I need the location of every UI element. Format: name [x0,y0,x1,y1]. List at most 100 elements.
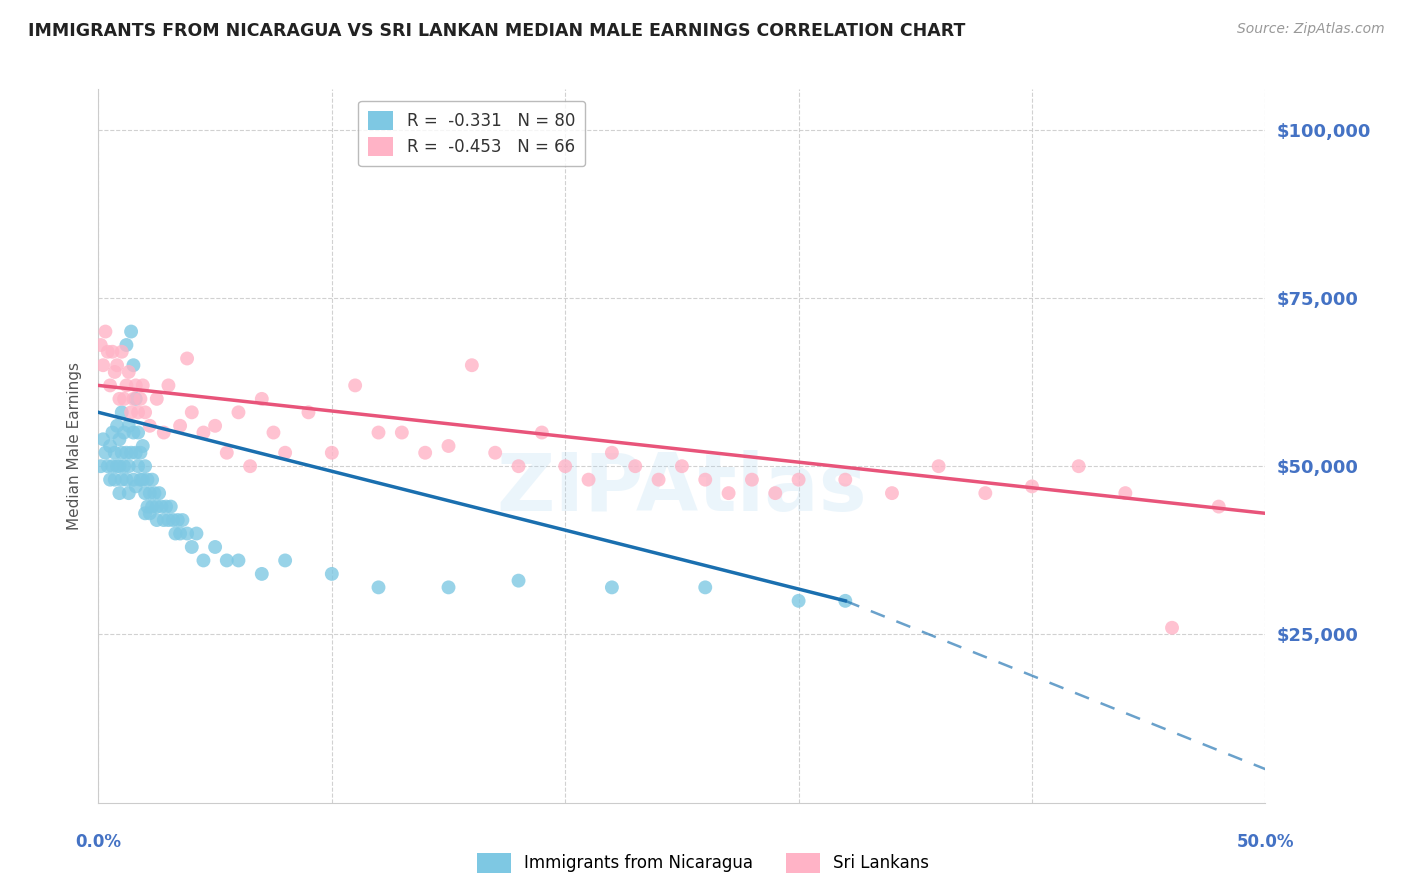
Point [741,473,763,487]
Point [111,446,134,460]
Point [530,425,553,440]
Point [134,459,156,474]
Point [127,425,149,440]
Point [1067,459,1090,474]
Point [104,446,127,460]
Point [484,446,506,460]
Point [717,486,740,500]
Point [139,486,162,500]
Point [139,506,162,520]
Point [624,459,647,474]
Point [94,446,117,460]
Point [129,473,152,487]
Point [132,378,155,392]
Point [91,432,114,446]
Text: 50.0%: 50.0% [1237,833,1294,851]
Point [671,459,693,474]
Text: IMMIGRANTS FROM NICARAGUA VS SRI LANKAN MEDIAN MALE EARNINGS CORRELATION CHART: IMMIGRANTS FROM NICARAGUA VS SRI LANKAN … [28,22,966,40]
Point [152,513,174,527]
Point [647,473,669,487]
Point [204,418,226,433]
Point [129,446,152,460]
Point [115,446,138,460]
Point [146,500,169,514]
Point [1161,621,1184,635]
Point [127,405,149,419]
Point [250,392,273,406]
Point [105,418,128,433]
Point [180,405,202,419]
Point [600,446,623,460]
Point [90,459,112,474]
Point [148,486,170,500]
Point [101,344,124,359]
Point [262,425,284,440]
Point [125,479,148,493]
Point [134,486,156,500]
Point [274,553,297,567]
Point [215,553,238,567]
Point [437,580,460,594]
Point [172,513,194,527]
Point [166,513,188,527]
Point [297,405,319,419]
Point [695,580,717,594]
Point [193,425,215,440]
Point [104,365,127,379]
Point [169,526,191,541]
Point [111,473,134,487]
Point [108,392,131,406]
Point [115,338,138,352]
Point [578,473,600,487]
Point [146,392,169,406]
Point [554,459,576,474]
Point [146,513,169,527]
Point [108,486,131,500]
Point [105,459,128,474]
Point [834,594,856,608]
Point [974,486,997,500]
Point [508,574,530,588]
Point [136,473,159,487]
Point [115,378,138,392]
Point [228,553,250,567]
Point [239,459,262,474]
Point [98,378,121,392]
Point [91,358,114,372]
Point [157,513,180,527]
Point [141,500,163,514]
Point [125,378,148,392]
Point [132,439,155,453]
Point [461,358,484,372]
Point [763,486,786,500]
Point [508,459,530,474]
Point [250,566,273,581]
Point [437,439,460,453]
Point [105,358,128,372]
Point [928,459,950,474]
Point [155,500,177,514]
Point [134,506,156,520]
Point [141,473,163,487]
Point [111,405,134,419]
Point [108,432,131,446]
Point [98,439,121,453]
Point [321,566,343,581]
Point [143,486,166,500]
Point [120,446,142,460]
Point [120,405,142,419]
Point [391,425,413,440]
Point [157,378,180,392]
Point [90,338,112,352]
Point [367,580,389,594]
Point [104,473,127,487]
Point [122,358,145,372]
Point [115,473,138,487]
Point [118,459,141,474]
Point [787,473,810,487]
Point [101,459,124,474]
Point [112,425,135,440]
Legend: Immigrants from Nicaragua, Sri Lankans: Immigrants from Nicaragua, Sri Lankans [471,847,935,880]
Point [1208,500,1230,514]
Point [344,378,367,392]
